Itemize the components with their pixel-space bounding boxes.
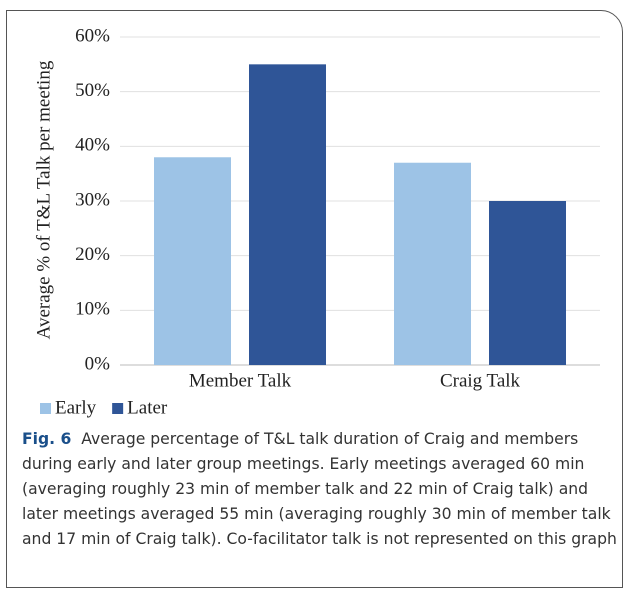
chart: Average % of T&L Talk per meeting 0% 10% 2… <box>33 25 600 418</box>
y-tick-label: 0% <box>85 353 111 374</box>
y-tick-label: 50% <box>75 80 110 101</box>
bar <box>249 64 326 365</box>
legend-swatch <box>112 403 124 414</box>
x-tick-label: Craig Talk <box>440 370 521 391</box>
legend-label: Early <box>55 397 97 418</box>
y-axis-title: Average % of T&L Talk per meeting <box>33 60 54 339</box>
figure-frame <box>6 10 623 588</box>
bar <box>489 201 566 365</box>
y-tick-label: 30% <box>75 189 110 210</box>
x-tick-label: Member Talk <box>189 370 292 391</box>
legend-swatch <box>40 403 51 414</box>
caption: Fig. 6 Average percentage of T&L talk du… <box>22 427 622 552</box>
y-tick-label: 40% <box>75 135 110 156</box>
y-tick-label: 20% <box>75 244 110 265</box>
caption-label: Fig. 6 <box>22 430 72 448</box>
caption-text: Average percentage of T&L talk duration … <box>22 430 617 548</box>
legend-label: Later <box>127 397 168 418</box>
bar <box>154 157 231 365</box>
y-tick-label: 10% <box>75 299 110 320</box>
y-tick-label: 60% <box>75 25 110 46</box>
bar <box>394 162 471 365</box>
